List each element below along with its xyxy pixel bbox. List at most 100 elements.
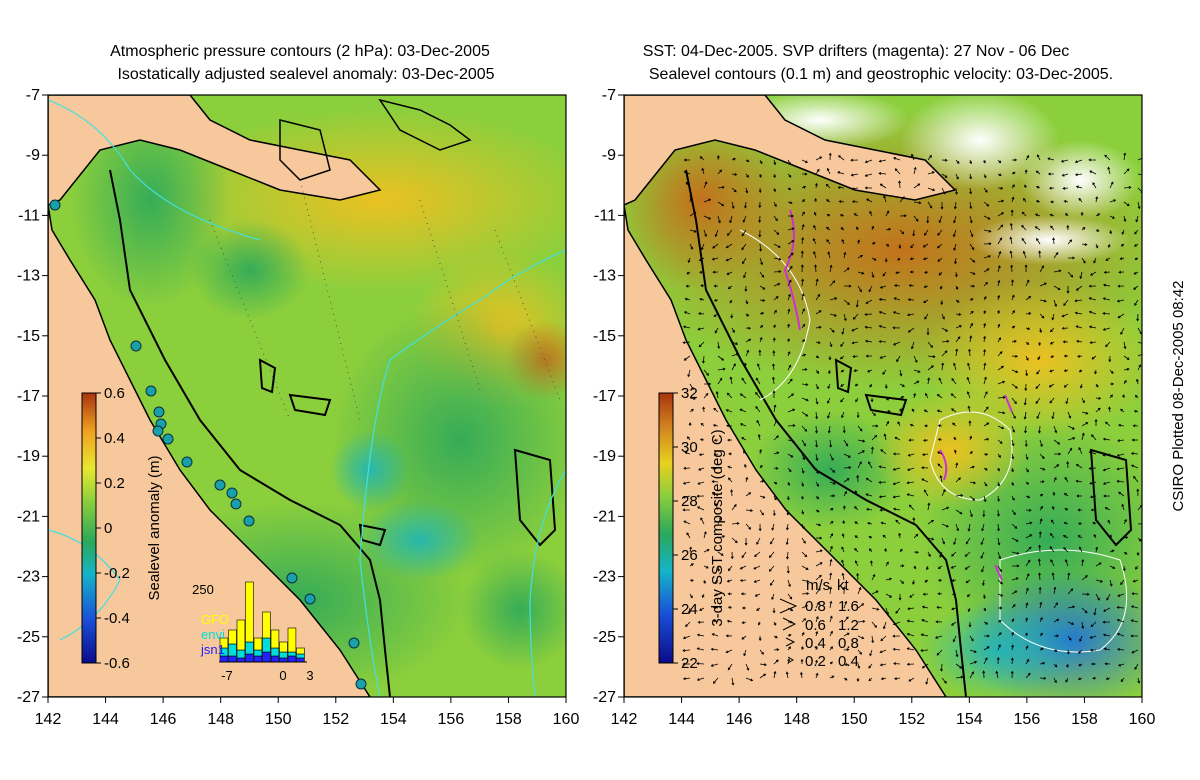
velocity-arrow bbox=[966, 593, 971, 598]
velocity-arrow bbox=[925, 677, 929, 685]
velocity-arrow bbox=[937, 257, 943, 262]
left-lat-tick-label: -17 bbox=[17, 388, 40, 405]
velocity-arrow bbox=[1010, 264, 1014, 273]
velocity-arrow bbox=[899, 196, 905, 203]
velocity-arrow bbox=[773, 659, 779, 665]
velocity-arrow bbox=[1081, 397, 1085, 404]
velocity-arrow bbox=[772, 350, 776, 357]
velocity-arrow bbox=[703, 382, 712, 386]
velocity-arrow bbox=[840, 227, 845, 231]
velocity-arrow bbox=[997, 365, 1004, 371]
velocity-key-kt-0: 1.6 bbox=[838, 598, 859, 615]
velocity-arrow bbox=[815, 574, 822, 581]
velocity-arrow bbox=[1061, 173, 1069, 177]
velocity-arrow bbox=[1117, 313, 1125, 319]
velocity-arrow bbox=[815, 549, 823, 553]
velocity-arrow bbox=[906, 662, 915, 666]
velocity-arrow bbox=[1010, 670, 1014, 679]
velocity-arrow bbox=[843, 600, 848, 609]
velocity-arrow bbox=[1025, 369, 1029, 377]
velocity-arrow bbox=[1053, 602, 1058, 609]
velocity-arrow bbox=[745, 492, 752, 497]
velocity-arrow bbox=[1134, 257, 1139, 260]
velocity-arrow bbox=[1109, 549, 1115, 553]
velocity-arrow bbox=[1067, 588, 1074, 595]
velocity-arrow bbox=[730, 551, 734, 560]
velocity-arrow bbox=[1133, 271, 1139, 275]
velocity-arrow bbox=[725, 409, 733, 413]
velocity-arrow bbox=[894, 168, 901, 175]
velocity-arrow bbox=[744, 463, 747, 469]
velocity-key-kt-3: 0.4 bbox=[838, 653, 859, 670]
velocity-arrow bbox=[854, 535, 859, 539]
velocity-arrow bbox=[1063, 547, 1069, 553]
velocity-arrow bbox=[713, 438, 719, 442]
velocity-arrow bbox=[685, 284, 691, 288]
velocity-arrow bbox=[773, 495, 777, 501]
velocity-arrow bbox=[1133, 285, 1139, 290]
velocity-arrow bbox=[717, 215, 721, 224]
velocity-arrow bbox=[1010, 209, 1014, 217]
left-lat-tick-label: -25 bbox=[17, 629, 40, 646]
velocity-arrow bbox=[815, 509, 820, 513]
velocity-arrow bbox=[696, 506, 705, 511]
velocity-arrow bbox=[997, 351, 1003, 357]
velocity-arrow bbox=[1075, 325, 1083, 329]
velocity-arrow bbox=[787, 453, 794, 458]
velocity-arrow bbox=[983, 201, 990, 207]
velocity-arrow bbox=[843, 284, 852, 288]
velocity-arrow bbox=[923, 489, 929, 497]
velocity-arrow bbox=[839, 213, 845, 217]
velocity-arrow bbox=[1051, 572, 1055, 581]
velocity-arrow bbox=[825, 183, 831, 189]
velocity-arrow bbox=[878, 298, 887, 301]
velocity-arrow bbox=[997, 523, 1000, 532]
velocity-arrow bbox=[997, 279, 1001, 287]
velocity-arrow bbox=[710, 647, 719, 651]
velocity-arrow bbox=[964, 565, 971, 570]
velocity-arrow bbox=[857, 271, 865, 275]
velocity-arrow bbox=[907, 453, 915, 457]
velocity-arrow bbox=[1103, 607, 1111, 612]
velocity-arrow bbox=[1011, 604, 1016, 609]
velocity-arrow bbox=[982, 670, 986, 679]
sst-colorbar-tick-label: 24 bbox=[681, 601, 698, 618]
velocity-arrow bbox=[1024, 383, 1028, 392]
velocity-arrow bbox=[785, 537, 789, 546]
velocity-arrow bbox=[997, 310, 1000, 315]
velocity-arrow bbox=[744, 201, 747, 209]
velocity-arrow bbox=[856, 677, 860, 683]
velocity-arrow bbox=[773, 257, 782, 261]
velocity-arrow bbox=[1025, 508, 1032, 512]
velocity-arrow bbox=[899, 383, 905, 387]
velocity-arrow bbox=[878, 172, 887, 175]
histogram-bar bbox=[262, 651, 271, 663]
velocity-arrow bbox=[755, 377, 761, 385]
velocity-arrow bbox=[701, 167, 705, 175]
sst-colorbar-ticks: 32 30 28 26 24 22 bbox=[673, 385, 698, 672]
velocity-arrow bbox=[924, 270, 929, 274]
velocity-arrow bbox=[1039, 647, 1044, 651]
velocity-arrow bbox=[1067, 572, 1071, 581]
velocity-arrow bbox=[1066, 649, 1070, 655]
velocity-arrow bbox=[745, 187, 749, 194]
velocity-key-kt-1: 1.2 bbox=[838, 617, 859, 634]
velocity-arrow bbox=[815, 439, 819, 448]
velocity-arrow bbox=[757, 621, 761, 626]
velocity-arrow bbox=[911, 408, 915, 413]
velocity-arrow bbox=[828, 369, 831, 375]
velocity-arrow bbox=[1025, 546, 1032, 553]
velocity-arrow bbox=[714, 502, 719, 511]
velocity-arrow bbox=[851, 187, 859, 191]
velocity-arrow bbox=[951, 377, 957, 385]
velocity-arrow bbox=[1038, 586, 1042, 595]
velocity-arrow bbox=[1123, 152, 1127, 161]
velocity-arrow bbox=[925, 565, 929, 571]
velocity-arrow bbox=[1075, 479, 1083, 483]
velocity-arrow bbox=[953, 201, 957, 210]
velocity-arrow bbox=[829, 646, 834, 651]
velocity-arrow bbox=[689, 408, 694, 413]
velocity-arrow bbox=[1118, 423, 1125, 427]
velocity-arrow bbox=[1123, 341, 1127, 350]
velocity-arrow bbox=[892, 311, 901, 315]
